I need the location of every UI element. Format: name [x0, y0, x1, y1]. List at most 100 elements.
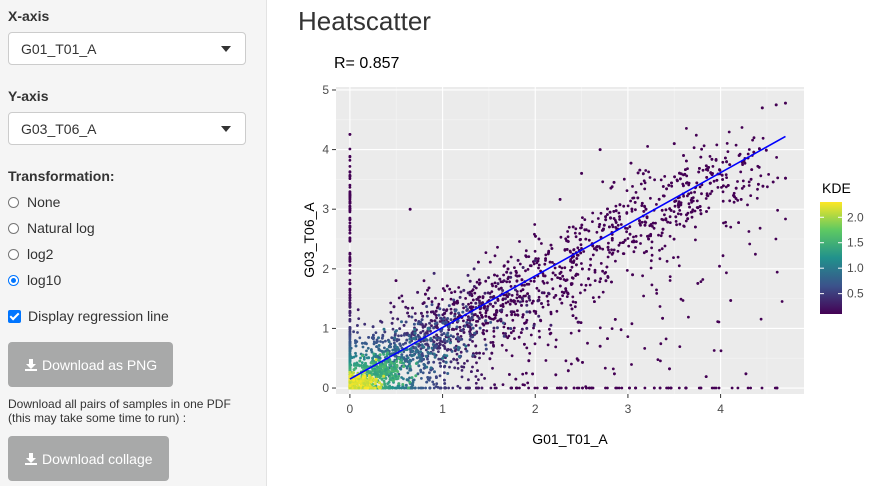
data-point	[746, 203, 749, 207]
download-collage-button[interactable]: Download collage	[8, 436, 169, 481]
data-point	[495, 274, 499, 278]
data-point	[710, 157, 714, 161]
data-point	[515, 296, 519, 300]
data-point	[439, 339, 442, 342]
data-point	[462, 288, 466, 292]
data-point	[474, 324, 478, 327]
data-point	[447, 328, 451, 332]
data-point	[634, 386, 638, 390]
data-point	[511, 318, 515, 322]
download-collage-label: Download collage	[42, 450, 153, 467]
radio-natural-log-label: Natural log	[27, 220, 95, 236]
data-point	[443, 386, 447, 390]
data-point	[546, 281, 549, 285]
data-point	[628, 386, 631, 390]
data-point	[630, 363, 633, 366]
radio-log10[interactable]: log10	[8, 272, 61, 288]
pdf-help-line-1: Download all pairs of samples in one PDF	[8, 397, 231, 411]
data-point	[387, 340, 391, 344]
data-point	[360, 361, 364, 364]
data-point	[711, 165, 715, 168]
regression-line-checkbox[interactable]: Display regression line	[8, 308, 169, 324]
data-point	[442, 312, 446, 316]
x-axis-select-value: G01_T01_A	[21, 41, 97, 57]
data-point	[672, 237, 676, 241]
radio-none[interactable]: None	[8, 194, 60, 210]
download-png-button[interactable]: Download as PNG	[8, 342, 174, 387]
data-point	[616, 223, 620, 227]
data-point	[456, 345, 460, 349]
data-point	[493, 254, 497, 258]
data-point	[366, 386, 370, 390]
data-point	[554, 345, 558, 349]
data-point	[352, 378, 356, 382]
data-point	[421, 386, 425, 390]
data-point	[467, 343, 470, 347]
data-point	[590, 386, 593, 390]
data-point	[578, 238, 582, 242]
data-point	[531, 372, 534, 376]
data-point	[642, 210, 646, 213]
data-point	[404, 320, 408, 324]
radio-button-icon[interactable]	[8, 222, 19, 234]
data-point	[441, 317, 445, 321]
data-point	[478, 326, 482, 330]
data-point	[561, 274, 565, 278]
radio-button-icon[interactable]	[8, 248, 19, 260]
data-point	[650, 246, 653, 250]
data-point	[361, 354, 364, 358]
data-point	[501, 321, 505, 325]
radio-log2[interactable]: log2	[8, 246, 53, 262]
data-point	[348, 298, 352, 302]
data-point	[404, 341, 407, 345]
data-point	[348, 217, 352, 221]
radio-button-selected-icon[interactable]	[8, 274, 19, 286]
data-point	[372, 333, 375, 337]
data-point	[474, 344, 478, 348]
data-point	[468, 386, 471, 390]
data-point	[348, 371, 352, 374]
radio-natural-log[interactable]: Natural log	[8, 220, 95, 236]
data-point	[631, 185, 634, 188]
radio-button-icon[interactable]	[8, 196, 19, 208]
data-point	[642, 294, 645, 298]
data-point	[570, 362, 573, 366]
data-point	[425, 365, 429, 369]
data-point	[684, 386, 688, 390]
data-point	[649, 266, 653, 270]
data-point	[417, 344, 421, 348]
x-axis-select[interactable]: G01_T01_A	[8, 32, 246, 65]
data-point	[482, 328, 485, 332]
data-point	[466, 359, 469, 363]
data-point	[508, 280, 511, 284]
data-point	[521, 313, 525, 317]
data-point	[348, 352, 352, 355]
data-point	[634, 208, 637, 212]
data-point	[348, 170, 352, 174]
checkbox-checked-icon[interactable]	[8, 309, 21, 323]
data-point	[486, 321, 490, 325]
data-point	[459, 350, 463, 354]
data-point	[630, 209, 634, 213]
data-point	[437, 302, 441, 306]
data-point	[494, 311, 498, 314]
data-point	[736, 199, 740, 202]
data-point	[617, 211, 621, 215]
data-point	[767, 173, 770, 176]
data-point	[740, 126, 744, 129]
data-point	[449, 318, 453, 322]
data-point	[363, 322, 367, 326]
y-axis-select[interactable]: G03_T06_A	[8, 112, 246, 145]
data-point	[439, 364, 442, 368]
kde-legend: KDE 0.5 1.0 1.5 2.0	[820, 180, 864, 314]
data-point	[348, 200, 352, 204]
data-point	[426, 357, 429, 361]
data-point	[424, 386, 427, 390]
data-point	[473, 331, 477, 335]
data-point	[591, 253, 595, 257]
data-point	[698, 185, 702, 189]
data-point	[402, 350, 406, 354]
data-point	[550, 277, 554, 281]
data-point	[442, 339, 446, 343]
data-point	[748, 242, 752, 246]
